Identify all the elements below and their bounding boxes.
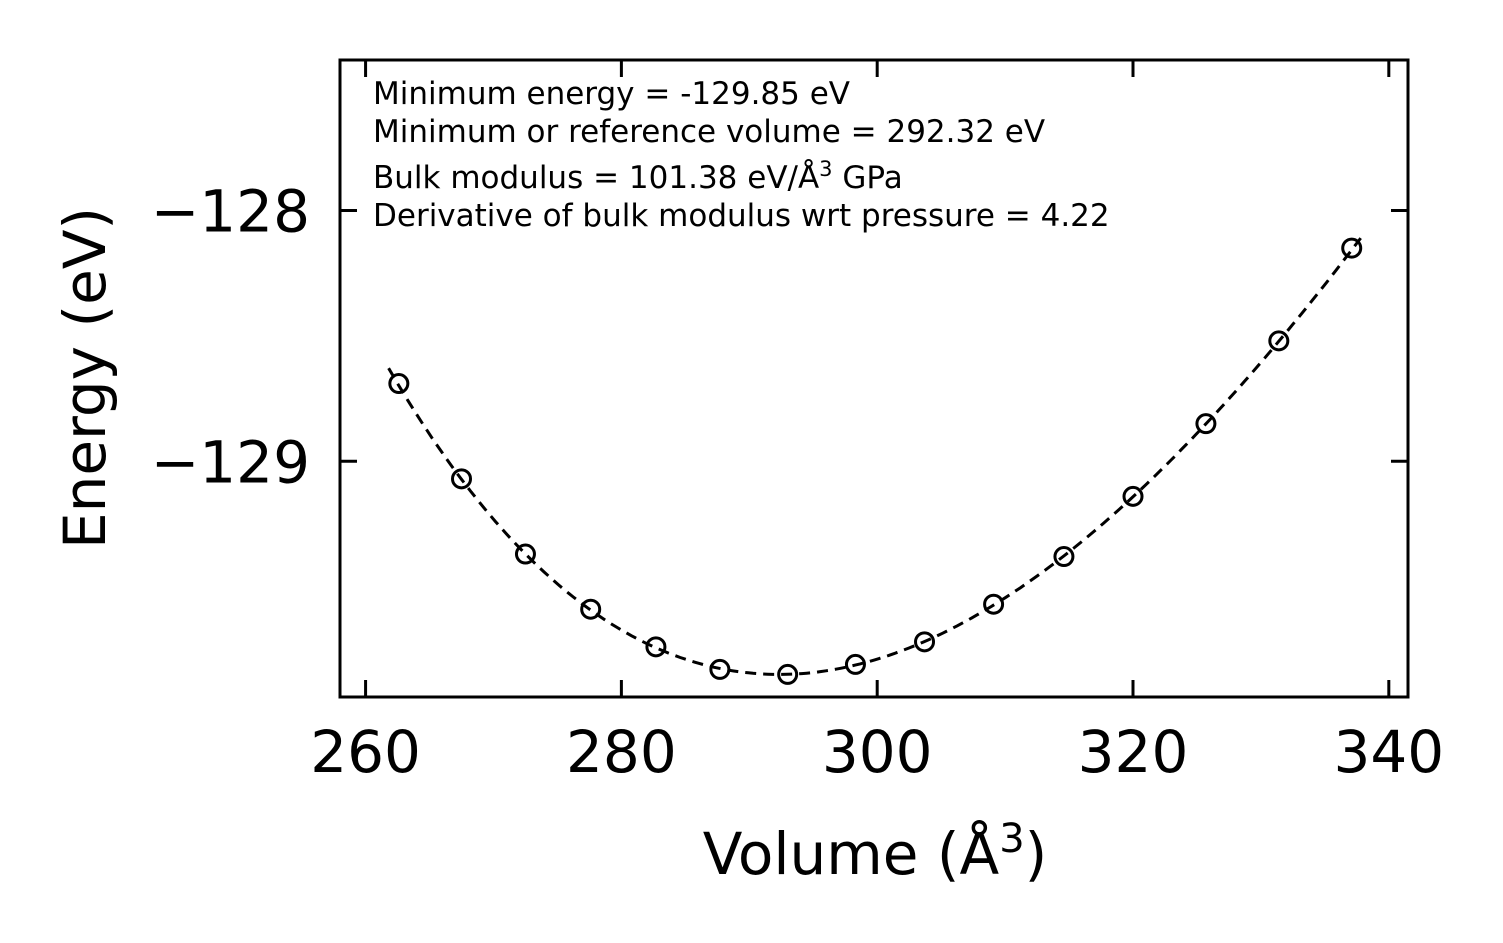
annotation-bulk-modulus-main: Bulk modulus = 101.38 eV/Å (373, 160, 819, 196)
x-tick-label: 300 (822, 718, 933, 786)
x-tick-label: 340 (1333, 718, 1444, 786)
annotation-bulk-modulus-derivative: Derivative of bulk modulus wrt pressure … (373, 198, 1110, 234)
data-point (1268, 330, 1290, 352)
x-axis-title-close: ) (1025, 820, 1048, 888)
annotation-bulk-modulus-unit: GPa (833, 160, 903, 196)
data-point (514, 543, 536, 565)
x-axis-title: Volume (Å3) (703, 816, 1048, 888)
plot-frame (338, 58, 1410, 699)
data-point (645, 636, 667, 658)
data-point (388, 373, 410, 395)
annotation-ref-volume: Minimum or reference volume = 292.32 eV (373, 114, 1045, 150)
data-point (777, 663, 799, 685)
data-point (844, 653, 866, 675)
y-ticks-layer: −128 −129 (151, 177, 1408, 496)
data-point (1195, 413, 1217, 435)
annotation-bulk-modulus: Bulk modulus = 101.38 eV/Å3 GPa (373, 157, 903, 196)
x-tick-label: 260 (310, 718, 421, 786)
annotation-min-energy: Minimum energy = -129.85 eV (373, 76, 850, 112)
data-point (580, 598, 602, 620)
x-tick-label: 320 (1078, 718, 1189, 786)
y-axis-title: Energy (eV) (51, 207, 119, 549)
data-point (1122, 485, 1144, 507)
x-ticks-layer: 260 280 300 320 340 (310, 60, 1444, 786)
data-points-layer (388, 237, 1363, 685)
y-tick-label: −129 (151, 428, 310, 496)
x-axis-title-sup: 3 (999, 816, 1024, 862)
data-point (1341, 237, 1363, 259)
data-point (983, 593, 1005, 615)
x-tick-label: 280 (566, 718, 677, 786)
fit-curve-layer (387, 237, 1362, 676)
data-point (451, 468, 473, 490)
data-point (914, 631, 936, 653)
y-tick-label: −128 (151, 177, 310, 245)
annotation-bulk-modulus-sup: 3 (819, 157, 832, 181)
data-point (709, 658, 731, 680)
fit-curve (387, 237, 1362, 676)
x-axis-title-main: Volume (Å (703, 819, 1000, 888)
data-point (1053, 546, 1075, 568)
